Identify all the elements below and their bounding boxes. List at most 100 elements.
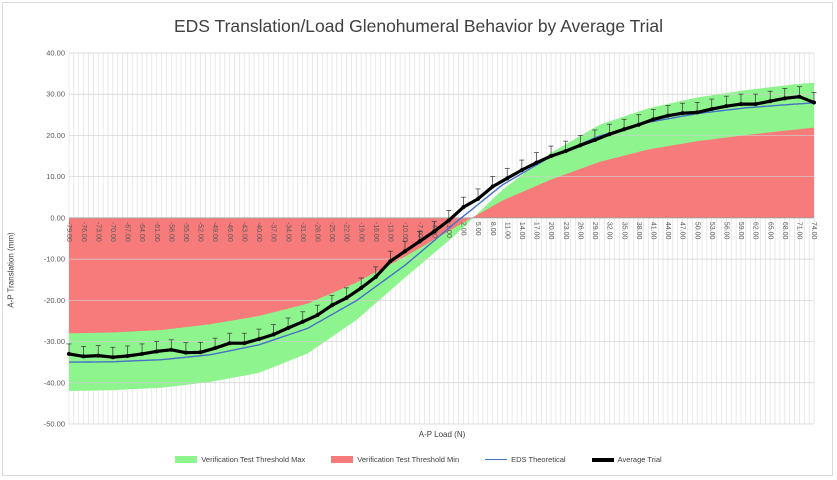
data-point xyxy=(286,325,291,330)
data-point xyxy=(709,107,714,112)
x-tick-label: -7.00 xyxy=(416,222,423,238)
data-point xyxy=(67,351,71,356)
data-point xyxy=(198,350,203,355)
x-tick-label: -61.00 xyxy=(153,222,160,242)
data-point xyxy=(388,259,393,264)
data-point xyxy=(724,104,729,109)
x-tick-label: 65.00 xyxy=(766,222,773,240)
data-point xyxy=(110,355,115,360)
x-tick-label: 56.00 xyxy=(723,222,730,240)
x-tick-label: -55.00 xyxy=(182,222,189,242)
legend-swatch-eds-theoretical xyxy=(485,459,508,460)
data-point xyxy=(768,99,773,104)
x-tick-label: -52.00 xyxy=(197,222,204,242)
data-point xyxy=(665,113,670,118)
x-tick-label: 26.00 xyxy=(576,222,583,240)
x-tick-label: -40.00 xyxy=(255,222,262,242)
x-tick-label: -58.00 xyxy=(167,222,174,242)
data-point xyxy=(373,274,378,279)
data-point xyxy=(578,143,583,148)
data-point xyxy=(242,341,247,346)
x-tick-label: -16.00 xyxy=(372,222,379,242)
x-tick-label: 47.00 xyxy=(679,222,686,240)
x-tick-label: 50.00 xyxy=(693,222,700,240)
legend-swatch-threshold-max xyxy=(175,456,198,463)
data-point xyxy=(505,176,510,181)
data-point xyxy=(169,347,174,352)
data-point xyxy=(636,122,641,127)
x-tick-label: 35.00 xyxy=(620,222,627,240)
data-point xyxy=(213,346,218,351)
data-point xyxy=(738,102,743,107)
data-point xyxy=(329,303,334,308)
legend-label-threshold-max: Verification Test Threshold Max xyxy=(201,455,306,464)
legend-swatch-threshold-min xyxy=(331,456,354,463)
data-point xyxy=(549,154,554,159)
x-tick-label: -31.00 xyxy=(299,222,306,242)
x-tick-label: -37.00 xyxy=(270,222,277,242)
legend-label-average-trial: Average Trial xyxy=(617,455,662,464)
y-tick-label: -30.00 xyxy=(44,337,65,346)
x-tick-label: 29.00 xyxy=(591,222,598,240)
x-tick-label: -22.00 xyxy=(343,222,350,242)
legend-swatch-average-trial xyxy=(591,457,614,462)
data-point xyxy=(563,149,568,154)
x-tick-label: 62.00 xyxy=(752,222,759,240)
legend-label-threshold-min: Verification Test Threshold Min xyxy=(357,455,460,464)
x-tick-label: 41.00 xyxy=(649,222,656,240)
y-tick-label: 0.00 xyxy=(50,213,65,222)
x-tick-label: -10.00 xyxy=(401,222,408,242)
x-tick-label: 17.00 xyxy=(533,222,540,240)
x-tick-label: -79.00 xyxy=(65,222,72,242)
x-tick-label: 71.00 xyxy=(796,222,803,240)
legend-label-eds-theoretical: EDS Theoretical xyxy=(511,455,566,464)
x-tick-label: 32.00 xyxy=(606,222,613,240)
data-point xyxy=(300,319,305,324)
x-tick-label: 44.00 xyxy=(664,222,671,240)
x-tick-label: -19.00 xyxy=(357,222,364,242)
x-tick-label: -64.00 xyxy=(138,222,145,242)
data-point xyxy=(344,295,349,300)
x-tick-label: -34.00 xyxy=(284,222,291,242)
x-tick-label: 74.00 xyxy=(810,222,817,240)
data-point xyxy=(359,285,364,290)
y-tick-label: 10.00 xyxy=(46,172,65,181)
x-tick-label: -1.00 xyxy=(445,222,452,238)
legend-item-average-trial: Average Trial xyxy=(591,455,662,464)
data-point xyxy=(125,353,130,358)
y-tick-label: 40.00 xyxy=(46,49,65,58)
y-tick-label: -20.00 xyxy=(44,296,65,305)
data-point xyxy=(461,205,466,210)
series-line-average-trial xyxy=(68,95,815,359)
data-point xyxy=(227,341,232,346)
data-point xyxy=(402,249,407,254)
data-point xyxy=(140,351,145,356)
data-point xyxy=(154,349,159,354)
data-point xyxy=(476,196,481,201)
x-tick-label: 8.00 xyxy=(489,222,496,236)
x-tick-label: 59.00 xyxy=(737,222,744,240)
x-tick-label: -49.00 xyxy=(211,222,218,242)
data-point xyxy=(432,229,437,234)
data-point xyxy=(271,332,276,337)
y-tick-label: 20.00 xyxy=(46,131,65,140)
x-tick-label: 20.00 xyxy=(547,222,554,240)
data-point xyxy=(490,184,495,189)
data-point xyxy=(782,96,787,101)
data-point xyxy=(315,313,320,318)
data-point xyxy=(96,353,101,358)
x-tick-label: -25.00 xyxy=(328,222,335,242)
data-point xyxy=(446,218,451,223)
y-tick-label: -50.00 xyxy=(44,420,65,429)
x-tick-label: 5.00 xyxy=(474,222,481,236)
data-point xyxy=(592,137,597,142)
series-area-threshold-min xyxy=(69,127,814,334)
x-tick-label: 53.00 xyxy=(708,222,715,240)
data-point xyxy=(753,102,758,107)
legend-item-threshold-min: Verification Test Threshold Min xyxy=(331,455,459,464)
chart-title: EDS Translation/Load Glenohumeral Behavi… xyxy=(174,16,663,36)
y-tick-label: -40.00 xyxy=(44,378,65,387)
data-point xyxy=(256,337,261,342)
x-tick-label: -13.00 xyxy=(387,222,394,242)
